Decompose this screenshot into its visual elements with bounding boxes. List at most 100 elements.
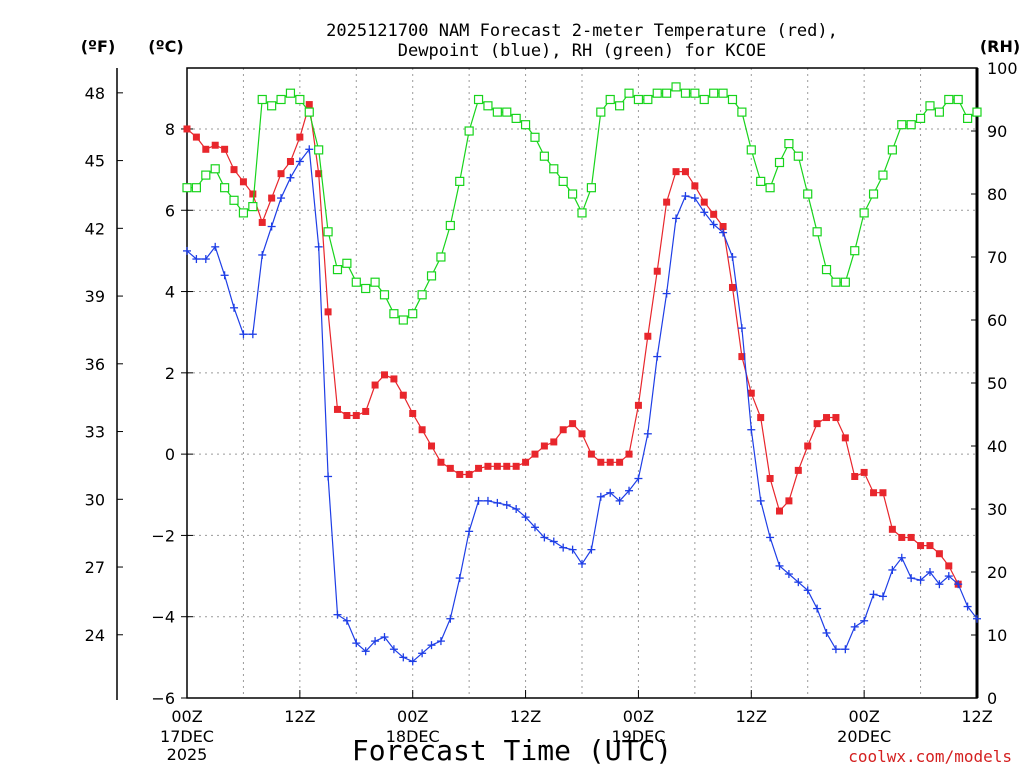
dewpoint-point	[248, 330, 257, 339]
temp-point	[362, 407, 370, 415]
dewpoint-point	[361, 647, 370, 656]
rh-point	[784, 139, 794, 149]
temp-point	[860, 468, 868, 476]
fahrenheit-tick-label: 39	[85, 287, 105, 306]
left-unit-fahrenheit: (ºF)	[81, 37, 116, 56]
x-tick-year-label: 2025	[167, 745, 208, 764]
rh-point	[389, 309, 399, 319]
temp-point	[428, 442, 436, 450]
temp-point	[352, 412, 360, 420]
dewpoint-point	[850, 622, 859, 631]
rh-point	[502, 107, 512, 117]
dewpoint-point	[389, 645, 398, 654]
dewpoint-point	[192, 255, 201, 264]
celsius-tick-label: 2	[165, 364, 175, 383]
x-tick-label: 12Z	[284, 707, 315, 726]
temp-point	[747, 389, 755, 397]
dewpoint-point	[954, 580, 963, 589]
dewpoint-series	[183, 145, 981, 666]
rh-point	[379, 290, 390, 300]
temp-point	[484, 462, 492, 470]
temp-point	[804, 442, 812, 450]
temp-point	[333, 405, 341, 413]
temp-point	[503, 462, 511, 470]
temp-point	[945, 562, 953, 570]
dewpoint-point	[220, 271, 229, 280]
dewpoint-point	[587, 545, 596, 554]
temp-point	[456, 470, 464, 478]
rh-point	[859, 208, 869, 218]
temp-point	[691, 182, 699, 190]
dewpoint-point	[267, 222, 276, 231]
rh-point	[906, 120, 916, 130]
x-tick-date-label: 20DEC	[837, 727, 891, 746]
temp-point	[183, 125, 191, 133]
temp-point	[625, 450, 633, 458]
temp-point	[785, 497, 793, 505]
temp-point	[512, 462, 520, 470]
x-tick-date-label: 19DEC	[611, 727, 665, 746]
rh-point	[671, 82, 681, 92]
rh-point	[868, 189, 879, 199]
celsius-tick-label: 0	[165, 445, 175, 464]
dewpoint-point	[625, 486, 634, 495]
dewpoint-point	[483, 496, 492, 505]
watermark: coolwx.com/models	[848, 747, 1012, 766]
rh-point	[577, 208, 587, 218]
dewpoint-point	[653, 352, 662, 361]
temp-point	[832, 414, 840, 422]
temp-point	[202, 145, 210, 153]
rh-tick-label: 20	[987, 563, 1007, 582]
rh-point	[944, 94, 954, 105]
tick-labels: −6−4−20246824273033363942454801020304050…	[85, 59, 1018, 764]
dewpoint-point	[333, 610, 342, 619]
dewpoint-point	[352, 639, 361, 648]
rh-point	[295, 94, 305, 105]
temp-point	[221, 145, 229, 153]
temp-point	[888, 525, 896, 533]
chart-title-line1: 2025121700 NAM Forecast 2-meter Temperat…	[326, 21, 838, 41]
dewpoint-point	[512, 505, 521, 513]
temp-point	[343, 412, 351, 420]
rh-point	[304, 107, 314, 117]
dewpoint-point	[578, 559, 586, 568]
temp-point	[879, 489, 887, 497]
rh-point	[756, 176, 766, 186]
rh-point	[323, 227, 333, 237]
temp-point	[926, 542, 934, 550]
x-tick-label: 00Z	[623, 707, 654, 726]
dewpoint-point	[897, 553, 906, 562]
rh-point	[558, 176, 568, 186]
temp-point	[296, 133, 304, 141]
temp-point	[239, 178, 247, 186]
temp-point	[230, 166, 238, 174]
rh-point	[473, 94, 484, 105]
rh-point	[361, 283, 371, 294]
dewpoint-point	[211, 242, 220, 251]
dewpoint-point	[643, 429, 652, 438]
dewpoint-point	[681, 192, 690, 201]
rh-tick-label: 30	[987, 500, 1007, 519]
rh-tick-label: 10	[987, 626, 1007, 645]
celsius-tick-label: −4	[151, 608, 175, 627]
temp-series	[183, 101, 962, 588]
rh-point	[332, 265, 343, 275]
dewpoint-point	[888, 565, 897, 574]
temp-point	[681, 168, 689, 176]
rh-point	[248, 202, 258, 212]
dewpoint-point	[277, 194, 286, 203]
rh-point	[596, 107, 606, 117]
rh-point	[342, 258, 352, 268]
rh-point	[718, 88, 728, 98]
fahrenheit-tick-label: 24	[85, 626, 105, 645]
rh-point	[633, 94, 644, 105]
grid-lines	[187, 68, 977, 698]
rh-point	[925, 101, 935, 111]
dewpoint-point	[568, 545, 577, 554]
fahrenheit-tick-label: 48	[85, 84, 105, 103]
rh-point	[492, 107, 502, 117]
axes	[116, 67, 979, 700]
dewpoint-point	[690, 194, 699, 203]
temp-point	[305, 101, 313, 109]
